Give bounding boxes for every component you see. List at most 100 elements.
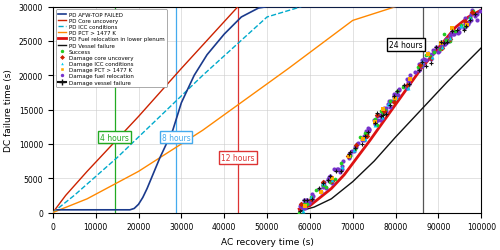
Point (370, 122, 378, 126)
Point (448, 27, 456, 31)
Point (466, 19, 474, 23)
Point (372, 121, 380, 125)
Point (461, 25, 469, 29)
Point (382, 113, 390, 117)
Point (434, 51, 442, 55)
Point (464, 21, 472, 25)
Point (404, 86, 412, 90)
Point (326, 177, 334, 181)
Point (320, 183, 328, 187)
Point (418, 61, 426, 65)
Point (324, 177, 332, 181)
Point (304, 198, 312, 202)
Point (461, 17, 469, 21)
Point (428, 52, 436, 56)
Point (344, 152, 352, 156)
Point (302, 202, 310, 206)
Point (338, 167, 345, 171)
Point (466, 13, 474, 17)
Point (307, 198, 315, 202)
Point (456, 24, 464, 28)
Point (362, 130, 370, 134)
Point (304, 198, 312, 202)
Point (442, 39, 450, 43)
Point (378, 114, 386, 118)
Point (352, 144, 360, 148)
Point (300, 206, 308, 210)
Point (352, 145, 360, 149)
Point (416, 64, 424, 68)
Point (451, 30, 459, 34)
Point (334, 168, 342, 172)
Point (432, 46, 440, 50)
Point (360, 138, 368, 142)
Point (440, 43, 448, 47)
Point (373, 111, 381, 115)
Point (468, 19, 475, 23)
Point (380, 108, 388, 112)
Point (449, 33, 457, 37)
Point (474, 12, 482, 16)
Point (344, 152, 352, 156)
Point (352, 146, 360, 150)
Point (424, 52, 432, 56)
Point (376, 118, 384, 122)
Point (326, 180, 334, 184)
Point (324, 178, 332, 182)
Point (319, 186, 327, 190)
Point (392, 94, 400, 98)
Point (328, 178, 336, 182)
Point (386, 104, 394, 108)
Point (375, 114, 383, 118)
Point (466, 16, 474, 20)
Point (308, 192, 316, 196)
Point (417, 64, 425, 68)
Point (308, 197, 316, 201)
Point (466, 17, 474, 21)
Point (415, 69, 423, 73)
Point (416, 63, 424, 67)
Point (446, 34, 454, 38)
Point (422, 65, 430, 69)
Point (441, 42, 449, 46)
Point (312, 188, 320, 192)
Point (373, 124, 381, 128)
Point (370, 118, 378, 122)
Point (297, 203, 305, 207)
Point (386, 99, 394, 103)
Point (363, 132, 371, 136)
Point (337, 161, 345, 165)
Point (382, 110, 390, 114)
Point (454, 32, 462, 36)
Point (392, 90, 400, 94)
Point (332, 170, 340, 173)
Point (300, 198, 308, 202)
Point (361, 132, 369, 136)
Point (453, 29, 461, 33)
Point (476, 10, 484, 14)
Point (337, 168, 345, 172)
Point (360, 134, 368, 138)
Point (427, 61, 435, 65)
Point (393, 91, 401, 95)
Point (352, 148, 360, 152)
Point (440, 43, 448, 47)
Point (307, 196, 315, 200)
Point (446, 40, 454, 44)
Point (378, 112, 386, 116)
Point (372, 122, 380, 126)
Point (460, 22, 468, 26)
Point (384, 103, 392, 107)
Point (438, 46, 446, 50)
Point (420, 58, 428, 62)
Point (378, 116, 386, 120)
Point (384, 100, 392, 104)
Point (346, 156, 354, 160)
Point (339, 159, 347, 163)
Point (373, 114, 381, 118)
Point (462, 25, 470, 29)
Point (300, 206, 308, 210)
Point (448, 30, 456, 34)
Point (410, 70, 418, 74)
Point (460, 22, 468, 26)
